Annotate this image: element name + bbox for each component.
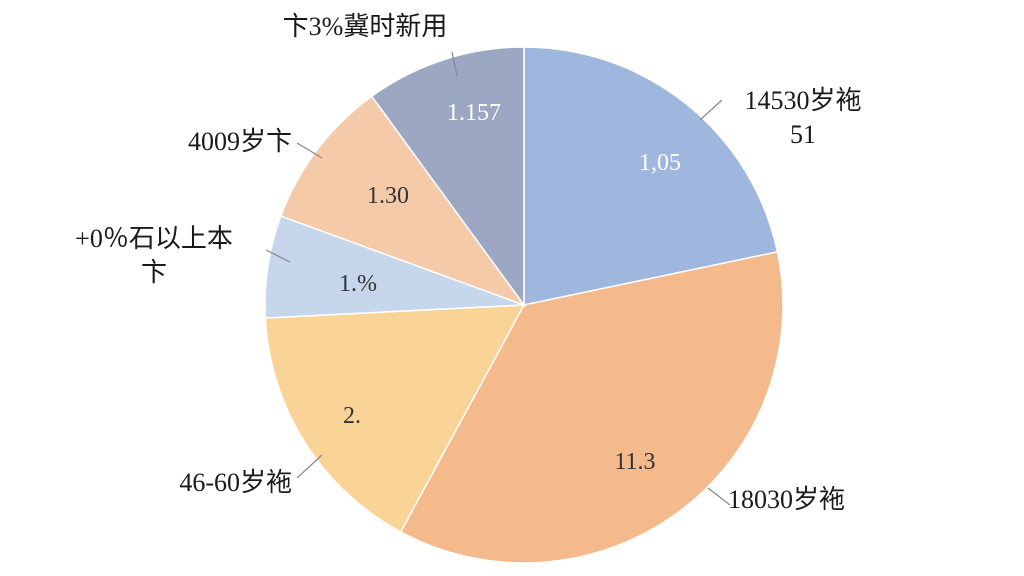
slice-text: 2. xyxy=(343,403,361,429)
leader-line xyxy=(296,454,323,479)
slice-label: 46-60岁袘 xyxy=(179,468,292,497)
slice-label: 14530岁袘 51 xyxy=(744,86,862,149)
pie-slice xyxy=(264,304,526,533)
slice-label: +0％石以上本 卞 xyxy=(75,224,233,287)
slice-text: 1.% xyxy=(339,271,377,297)
leader-line xyxy=(699,99,723,121)
pie-slice xyxy=(279,95,527,307)
leader-line xyxy=(707,487,731,506)
leader-line xyxy=(296,142,323,159)
slice-label: 卞3%冀时新用 xyxy=(282,12,448,41)
slice-text: 11.3 xyxy=(614,449,656,475)
slice-text: 1.157 xyxy=(447,100,501,126)
slice-label: 4009岁卞 xyxy=(187,127,292,156)
pie-slice xyxy=(399,250,784,564)
leader-line xyxy=(451,51,458,77)
pie-slice xyxy=(523,46,779,306)
slice-label: 18030岁袘 xyxy=(728,485,846,514)
leader-line xyxy=(265,249,291,263)
slice-text: 1.30 xyxy=(367,183,409,209)
slice-text: 1,05 xyxy=(639,150,681,176)
pie-slice xyxy=(370,46,525,308)
